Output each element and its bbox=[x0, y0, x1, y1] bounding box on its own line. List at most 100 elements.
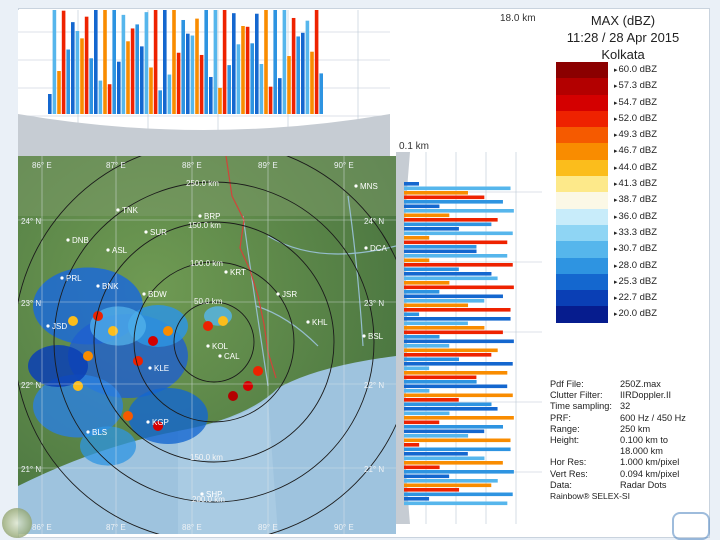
place-label: JSD bbox=[52, 322, 67, 331]
place-label: BNK bbox=[102, 282, 119, 291]
profile-echo bbox=[404, 317, 511, 321]
echo-core bbox=[203, 321, 213, 331]
profile-echo bbox=[103, 10, 107, 115]
info-key: Hor Res: bbox=[550, 457, 587, 468]
place-label: SHP bbox=[206, 490, 222, 499]
info-value: 0.100 km to bbox=[620, 434, 669, 445]
place-label: TNK bbox=[122, 206, 139, 215]
profile-echo bbox=[167, 74, 172, 114]
profile-echo bbox=[404, 312, 420, 317]
info-value: 18.000 km bbox=[620, 446, 663, 457]
profile-echo bbox=[305, 20, 310, 114]
lat-label: 23° N bbox=[21, 299, 41, 308]
info-value: 250Z.max bbox=[620, 379, 661, 389]
place-label: KGP bbox=[152, 418, 169, 427]
legend-swatch bbox=[556, 94, 608, 111]
profile-echo bbox=[176, 52, 181, 114]
datetime-label: 11:28 / 28 Apr 2015 bbox=[566, 30, 680, 45]
info-row: PRF: 600 Hz / 450 Hz bbox=[550, 413, 710, 424]
place-marker bbox=[200, 492, 204, 496]
legend-row: 44.0 dBZ bbox=[556, 159, 706, 177]
place-marker bbox=[198, 214, 202, 218]
profile-echo bbox=[404, 186, 511, 191]
place-label: BSL bbox=[368, 332, 384, 341]
place-label: KLE bbox=[154, 364, 169, 373]
legend-swatch bbox=[556, 110, 608, 128]
profile-echo bbox=[404, 285, 514, 290]
place-marker bbox=[354, 184, 358, 188]
info-value: 1.000 km/pixel bbox=[620, 457, 680, 468]
place-marker bbox=[364, 246, 368, 250]
profile-echo bbox=[404, 393, 513, 398]
side-height-profile bbox=[396, 152, 542, 524]
side-profile-height-label: 0.1 km bbox=[399, 141, 430, 152]
legend-label: 22.7 dBZ bbox=[614, 292, 658, 303]
colormap-label: Rainbow® SELEX-SI bbox=[550, 491, 630, 501]
info-row: Pdf File: 250Z.max bbox=[550, 379, 710, 390]
ring-label: 150.0 km bbox=[190, 453, 223, 462]
profile-echo bbox=[130, 28, 135, 114]
legend-swatch bbox=[556, 176, 608, 193]
lat-label-right: 24° N bbox=[364, 217, 384, 226]
profile-echo bbox=[89, 58, 93, 114]
legend-label: 57.3 dBZ bbox=[614, 80, 658, 91]
profile-echo bbox=[48, 94, 52, 114]
profile-echo bbox=[84, 16, 89, 114]
profile-echo bbox=[404, 429, 485, 434]
ring-label: 200.0 km bbox=[192, 495, 225, 504]
legend-swatch bbox=[556, 241, 608, 258]
lon-label-bottom: 87° E bbox=[106, 523, 126, 532]
echo-core bbox=[93, 311, 103, 321]
info-row: Range: 250 km bbox=[550, 424, 710, 435]
place-marker bbox=[206, 344, 210, 348]
profile-echo bbox=[404, 362, 513, 366]
profile-echo bbox=[404, 425, 504, 429]
profile-echo bbox=[404, 407, 498, 411]
ring-label: 50.0 km bbox=[194, 297, 223, 306]
profile-echo bbox=[149, 67, 153, 114]
profile-echo bbox=[75, 31, 80, 115]
place-marker bbox=[86, 430, 90, 434]
echo-patch bbox=[128, 305, 188, 347]
info-value: 32 bbox=[620, 401, 631, 412]
echo-core bbox=[228, 391, 238, 401]
place-label: KHL bbox=[312, 318, 328, 327]
profile-echo bbox=[404, 371, 508, 375]
legend-label: 44.0 dBZ bbox=[614, 162, 658, 173]
info-value: Radar Dots bbox=[620, 479, 667, 490]
profile-echo bbox=[404, 258, 430, 263]
place-marker bbox=[106, 248, 110, 252]
profile-echo bbox=[172, 10, 176, 115]
profile-echo bbox=[121, 14, 126, 114]
profile-echo bbox=[404, 461, 503, 465]
legend-label: 41.3 dBZ bbox=[614, 178, 658, 189]
legend-row: 54.7 dBZ bbox=[556, 94, 706, 111]
profile-echo bbox=[140, 46, 144, 115]
legend-row: 46.7 dBZ bbox=[556, 143, 706, 160]
profile-echo bbox=[181, 19, 185, 114]
info-key: Range: bbox=[550, 423, 580, 434]
profile-echo bbox=[218, 87, 222, 114]
profile-echo bbox=[404, 200, 503, 204]
profile-echo bbox=[209, 76, 213, 114]
legend-row: 38.7 dBZ bbox=[556, 192, 706, 209]
place-marker bbox=[60, 276, 64, 280]
profile-echo bbox=[404, 281, 450, 285]
echo-patch bbox=[33, 374, 123, 438]
legend-label: 33.3 dBZ bbox=[614, 227, 658, 238]
profile-echo bbox=[404, 470, 514, 474]
profile-echo bbox=[404, 434, 469, 438]
place-label: KOL bbox=[212, 342, 229, 351]
info-row: Clutter Filter: IIRDoppler.II bbox=[550, 390, 710, 401]
profile-echo bbox=[126, 41, 130, 114]
legend-label: 54.7 dBZ bbox=[614, 97, 658, 108]
place-label: KRT bbox=[230, 268, 246, 277]
legend-row: 52.0 dBZ bbox=[556, 110, 706, 128]
legend-swatch bbox=[556, 290, 608, 307]
profile-echo bbox=[404, 222, 492, 227]
profile-echo bbox=[186, 33, 190, 114]
echo-core bbox=[148, 336, 158, 346]
profile-echo bbox=[80, 38, 84, 114]
profile-echo bbox=[255, 13, 259, 114]
profile-echo bbox=[71, 22, 75, 114]
